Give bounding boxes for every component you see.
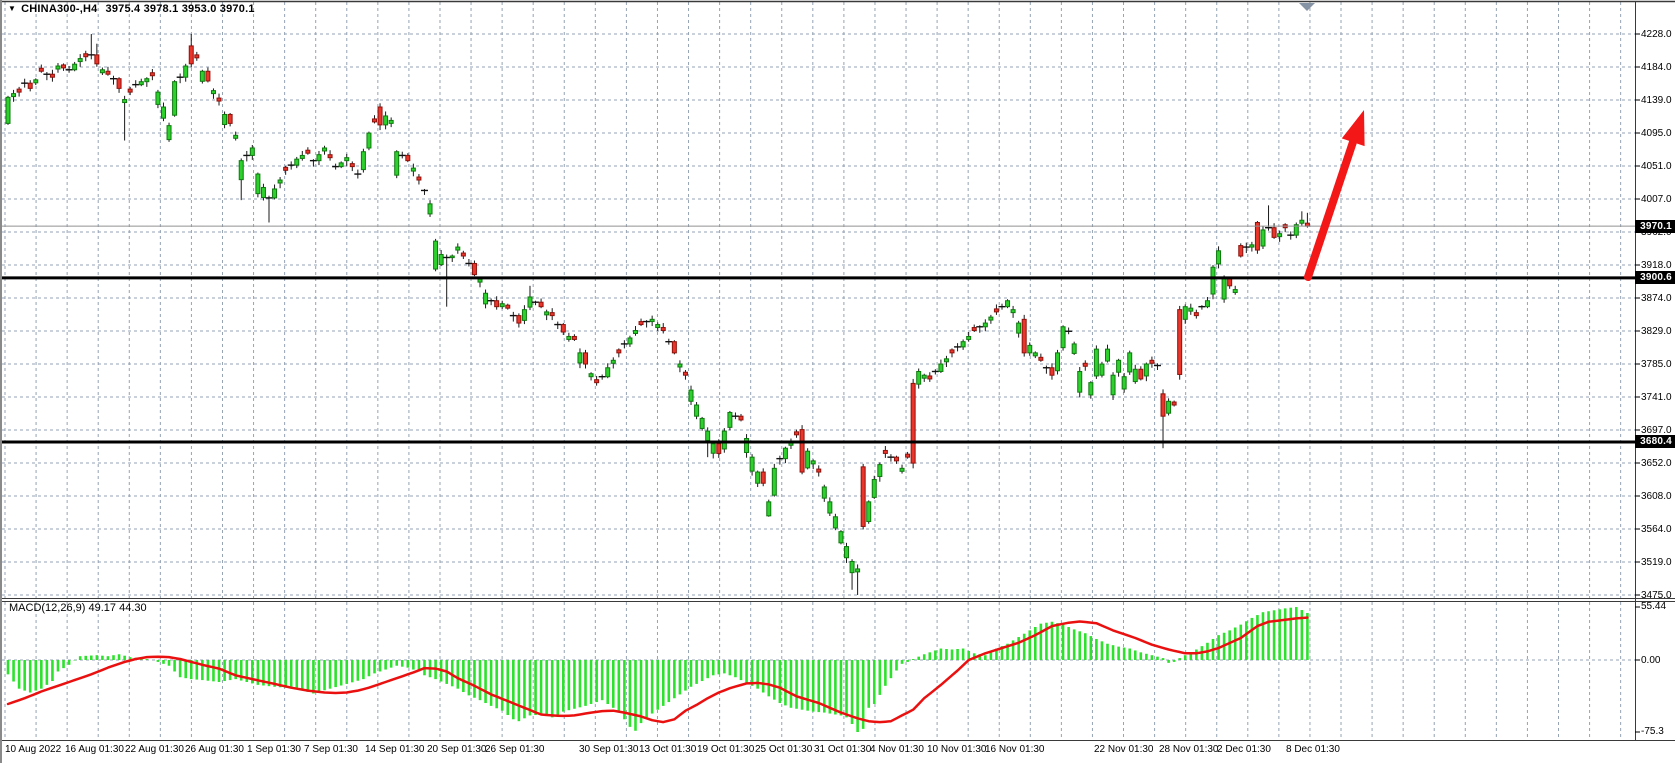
- macd-signal-line: [6, 616, 1309, 724]
- level-lines[interactable]: [2, 225, 1635, 444]
- grid-lines: [2, 2, 1635, 740]
- panel-borders: [2, 0, 1675, 741]
- macd-main-value: 49.17: [88, 602, 117, 614]
- macd-name: MACD(12,26,9): [9, 602, 86, 614]
- macd-indicator-label: MACD(12,26,9) 49.17 44.30: [9, 602, 147, 614]
- macd-histogram: [6, 607, 1309, 732]
- trend-arrow-annotation[interactable]: [1304, 110, 1365, 281]
- macd-signal-value: 44.30: [119, 602, 147, 614]
- chart-ohlc-values: 3975.4 3978.1 3953.0 3970.1: [105, 3, 255, 15]
- shift-marker-icon: [1299, 3, 1315, 11]
- chart-menu-icon[interactable]: ▼: [8, 4, 17, 13]
- candles: [5, 34, 1310, 595]
- chart-title: ▼ CHINA300-,H4 3975.4 3978.1 3953.0 3970.1: [8, 3, 255, 15]
- chart-symbol-period: CHINA300-,H4: [21, 3, 98, 15]
